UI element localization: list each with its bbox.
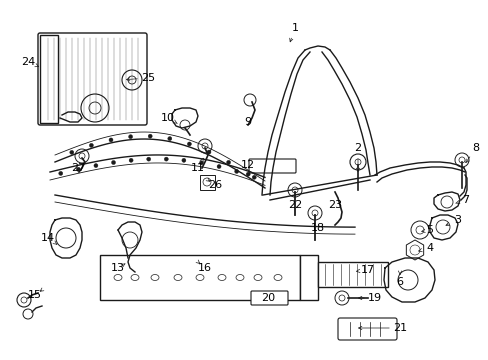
Circle shape (109, 138, 113, 142)
Ellipse shape (131, 274, 139, 280)
Text: 3: 3 (453, 215, 461, 225)
Circle shape (217, 165, 221, 168)
Circle shape (244, 94, 256, 106)
Circle shape (56, 228, 76, 248)
Circle shape (338, 295, 345, 301)
Circle shape (70, 150, 74, 154)
FancyBboxPatch shape (250, 291, 287, 305)
Text: 1: 1 (291, 23, 298, 33)
Bar (200, 175, 215, 190)
Circle shape (128, 135, 132, 139)
Circle shape (128, 76, 136, 84)
Circle shape (187, 142, 191, 146)
Text: 6: 6 (396, 277, 403, 287)
Text: 8: 8 (471, 143, 479, 153)
Circle shape (354, 159, 360, 165)
Text: 19: 19 (367, 293, 381, 303)
Text: 11: 11 (191, 163, 204, 173)
Circle shape (440, 196, 452, 208)
Circle shape (79, 153, 85, 159)
Circle shape (397, 270, 417, 290)
Circle shape (81, 94, 109, 122)
Text: 22: 22 (287, 200, 302, 210)
Ellipse shape (273, 274, 282, 280)
Text: 16: 16 (198, 263, 212, 273)
Circle shape (311, 210, 317, 216)
Text: 10: 10 (161, 113, 175, 123)
Circle shape (146, 157, 150, 161)
Bar (299, 255, 317, 300)
Text: 4: 4 (426, 243, 433, 253)
Ellipse shape (253, 274, 262, 280)
Circle shape (111, 161, 115, 165)
Circle shape (129, 158, 133, 162)
Text: 15: 15 (28, 290, 42, 300)
Text: 24: 24 (21, 57, 35, 67)
Circle shape (287, 183, 302, 197)
Text: 25: 25 (141, 73, 155, 83)
Circle shape (252, 175, 256, 179)
Text: 17: 17 (360, 265, 374, 275)
Text: 14: 14 (41, 233, 55, 243)
Circle shape (89, 102, 101, 114)
Circle shape (180, 120, 190, 130)
Circle shape (76, 167, 80, 171)
Circle shape (234, 170, 238, 174)
Ellipse shape (218, 274, 225, 280)
FancyBboxPatch shape (337, 318, 396, 340)
Circle shape (122, 70, 142, 90)
Circle shape (226, 160, 230, 165)
Circle shape (148, 134, 152, 138)
Circle shape (182, 158, 185, 162)
FancyBboxPatch shape (248, 159, 295, 173)
Circle shape (122, 232, 138, 248)
Circle shape (75, 149, 89, 163)
Circle shape (245, 172, 250, 176)
Bar (40, 35, 58, 123)
Text: 26: 26 (207, 180, 222, 190)
Circle shape (89, 143, 93, 147)
Text: 2: 2 (354, 143, 361, 153)
Text: 5: 5 (426, 225, 433, 235)
Text: 7: 7 (462, 195, 468, 205)
Text: 21: 21 (392, 323, 406, 333)
Ellipse shape (174, 274, 182, 280)
Circle shape (435, 220, 449, 234)
Circle shape (164, 157, 168, 161)
Text: 20: 20 (261, 293, 274, 303)
Text: 12: 12 (241, 160, 255, 170)
Circle shape (206, 150, 210, 154)
Circle shape (458, 157, 464, 163)
Text: 18: 18 (310, 223, 325, 233)
Circle shape (409, 245, 419, 255)
Circle shape (307, 206, 321, 220)
Circle shape (17, 293, 31, 307)
Text: 9: 9 (244, 117, 251, 127)
Circle shape (94, 163, 98, 167)
Ellipse shape (114, 274, 122, 280)
Circle shape (202, 143, 207, 149)
Circle shape (454, 153, 468, 167)
Circle shape (21, 297, 27, 303)
Bar (317, 262, 387, 287)
Circle shape (198, 139, 212, 153)
Bar (100, 255, 299, 300)
Circle shape (291, 187, 297, 193)
Ellipse shape (236, 274, 244, 280)
FancyBboxPatch shape (38, 33, 147, 125)
Circle shape (410, 221, 428, 239)
Circle shape (199, 161, 203, 165)
Text: 27: 27 (71, 163, 85, 173)
Circle shape (167, 136, 171, 141)
Text: 23: 23 (327, 200, 342, 210)
Circle shape (349, 154, 365, 170)
Ellipse shape (196, 274, 203, 280)
Circle shape (334, 291, 348, 305)
Circle shape (203, 178, 210, 186)
Circle shape (23, 309, 33, 319)
Circle shape (415, 226, 423, 234)
Circle shape (59, 171, 62, 175)
Ellipse shape (151, 274, 159, 280)
Text: 13: 13 (111, 263, 125, 273)
